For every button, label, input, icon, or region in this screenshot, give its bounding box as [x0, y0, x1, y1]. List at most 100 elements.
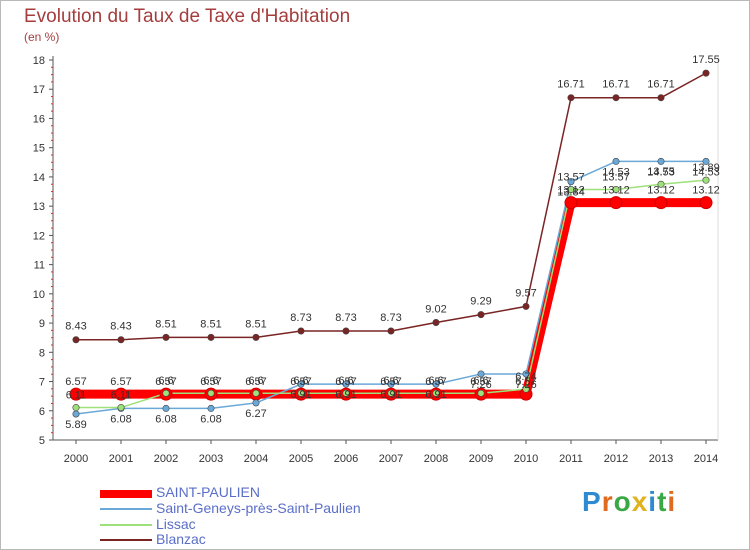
y-tick-label: 5 — [39, 435, 45, 447]
data-label-1: 14.53 — [602, 166, 630, 178]
legend-swatch-saint-geneys — [100, 508, 152, 510]
logo-letter: P — [582, 486, 602, 517]
data-point-3 — [252, 333, 260, 341]
series-line-2 — [75, 179, 707, 409]
data-point-2 — [432, 389, 440, 397]
data-label-3: 8.51 — [155, 318, 176, 330]
data-label-1: 6.91 — [425, 389, 446, 401]
data-point-2 — [207, 389, 215, 397]
legend-label-saint-paulien: SAINT-PAULIEN — [156, 484, 260, 500]
data-label-1: 13.84 — [557, 187, 585, 199]
data-label-2: 13.57 — [557, 171, 585, 183]
x-tick-label: 2005 — [289, 453, 313, 465]
data-label-1: 6.27 — [245, 408, 266, 420]
data-label-2: 6.11 — [66, 390, 87, 402]
data-label-1: 6.91 — [290, 389, 311, 401]
data-point-1 — [297, 380, 305, 388]
x-tick-label: 2012 — [604, 453, 628, 465]
data-point-0 — [69, 387, 83, 401]
data-label-2: 6.6 — [248, 375, 263, 387]
x-tick-label: 2000 — [64, 453, 88, 465]
logo-letter: x — [631, 486, 649, 517]
data-label-2: 6.6 — [158, 375, 173, 387]
y-tick-label: 9 — [39, 318, 45, 330]
y-tick-label: 6 — [39, 406, 45, 418]
y-tick-label: 11 — [34, 260, 45, 272]
data-point-1 — [387, 380, 395, 388]
x-tick-label: 2004 — [244, 453, 268, 465]
data-point-0 — [609, 196, 623, 210]
data-label-1: 6.08 — [110, 413, 131, 425]
data-label-2: 6.11 — [111, 390, 132, 402]
data-point-2 — [657, 180, 665, 188]
data-point-3 — [72, 336, 80, 344]
data-point-0 — [114, 387, 128, 401]
data-label-0: 6.57 — [380, 376, 401, 388]
data-point-3 — [702, 69, 710, 77]
data-label-3: 16.71 — [557, 79, 585, 91]
data-point-1 — [432, 380, 440, 388]
data-label-1: 5.89 — [65, 419, 86, 431]
data-label-2: 13.89 — [692, 162, 720, 174]
data-point-2 — [72, 404, 80, 412]
data-point-0 — [699, 196, 713, 210]
data-point-2 — [702, 176, 710, 184]
data-point-1 — [612, 157, 620, 165]
data-label-3: 8.51 — [245, 318, 266, 330]
logo-letter: t — [657, 486, 668, 517]
legend-swatch-saint-paulien — [100, 490, 152, 498]
data-point-0 — [654, 196, 668, 210]
data-label-3: 8.43 — [65, 321, 86, 333]
data-label-3: 9.29 — [470, 296, 491, 308]
proxiti-logo: Proxiti — [582, 486, 676, 518]
data-label-1: 6.08 — [200, 413, 221, 425]
data-point-1 — [657, 157, 665, 165]
data-point-3 — [342, 327, 350, 335]
logo-letter: r — [601, 486, 614, 517]
data-label-3: 8.51 — [200, 318, 221, 330]
y-tick-label: 12 — [33, 230, 45, 242]
data-point-3 — [657, 94, 665, 102]
data-label-2: 6.6 — [473, 375, 488, 387]
x-tick-label: 2001 — [109, 453, 133, 465]
data-label-2: 6.6 — [338, 375, 353, 387]
data-point-3 — [477, 311, 485, 319]
data-point-2 — [522, 385, 530, 393]
data-label-2: 13.57 — [602, 171, 630, 183]
y-tick-label: 8 — [39, 347, 45, 359]
data-point-3 — [612, 94, 620, 102]
x-tick-label: 2006 — [334, 453, 358, 465]
series-line-0 — [71, 198, 711, 399]
x-tick-label: 2002 — [154, 453, 178, 465]
y-tick-label: 13 — [33, 201, 45, 213]
data-label-1: 14.53 — [647, 166, 675, 178]
y-tick-label: 18 — [33, 55, 45, 67]
data-label-1: 7.26 — [515, 379, 536, 391]
data-point-2 — [612, 185, 620, 193]
data-label-3: 8.73 — [290, 312, 311, 324]
data-label-2: 6.6 — [428, 375, 443, 387]
data-point-3 — [567, 94, 575, 102]
data-label-0: 13.12 — [557, 185, 585, 197]
data-label-2: 6.6 — [293, 375, 308, 387]
data-point-2 — [567, 185, 575, 193]
y-tick-label: 10 — [33, 289, 45, 301]
data-label-1: 7.26 — [470, 379, 491, 391]
data-point-2 — [387, 389, 395, 397]
x-tick-label: 2014 — [694, 453, 718, 465]
data-point-3 — [522, 302, 530, 310]
data-point-1 — [72, 410, 80, 418]
data-label-0: 6.57 — [335, 376, 356, 388]
data-point-3 — [207, 333, 215, 341]
data-label-0: 13.12 — [602, 185, 630, 197]
data-point-1 — [252, 399, 260, 407]
data-point-1 — [702, 157, 710, 165]
data-point-1 — [207, 404, 215, 412]
data-point-3 — [297, 327, 305, 335]
data-point-2 — [252, 389, 260, 397]
data-point-3 — [117, 336, 125, 344]
data-point-1 — [342, 380, 350, 388]
data-label-0: 6.57 — [470, 376, 491, 388]
data-label-0: 13.12 — [647, 185, 675, 197]
